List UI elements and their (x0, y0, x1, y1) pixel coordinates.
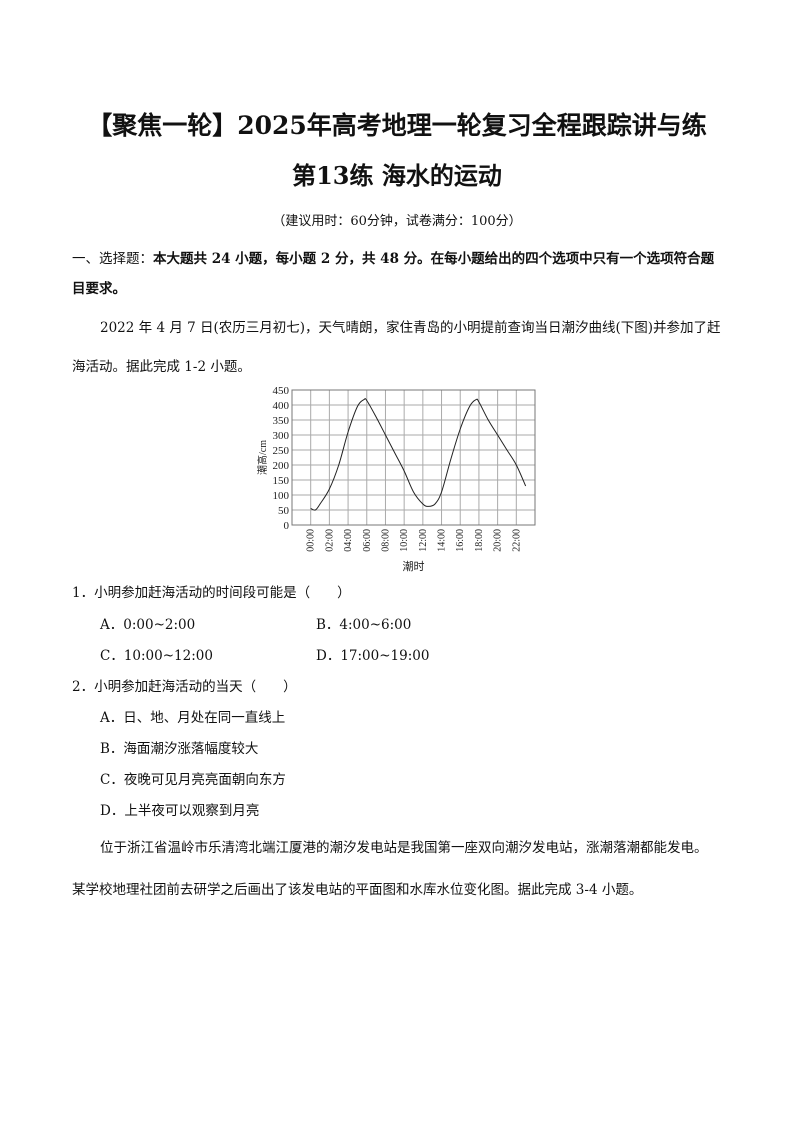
intro2-line2: 某学校地理社团前去研学之后画出了该发电站的平面图和水库水位变化图。据此完成 3-… (72, 882, 643, 898)
q1-option-d: D．17:00~19:00 (316, 648, 430, 664)
y-tick-label: 150 (273, 475, 290, 487)
y-tick-label: 400 (273, 400, 290, 412)
q1-option-b: B．4:00~6:00 (316, 617, 412, 633)
y-tick-label: 100 (273, 490, 290, 502)
y-tick-label: 0 (284, 520, 290, 532)
plot-frame (291, 389, 536, 526)
lesson-title: 第13练 海水的运动 (292, 161, 502, 190)
x-axis-label: 潮时 (403, 559, 425, 573)
x-tick-label: 08:00 (380, 529, 391, 552)
x-tick-label: 02:00 (324, 529, 335, 552)
x-tick-label: 12:00 (418, 529, 429, 552)
x-tick-label: 14:00 (437, 529, 448, 552)
x-tick-label: 22:00 (511, 529, 522, 552)
y-tick-label: 200 (273, 460, 290, 472)
section-heading-cont: 目要求。 (72, 281, 126, 297)
y-tick-label: 300 (273, 430, 290, 442)
tide-chart: 0 50 100 150 200 250 300 350 400 450 00:00 02:00 04:… (256, 385, 536, 573)
q2-option-a: A．日、地、月处在同一直线上 (100, 710, 286, 726)
q1-stem: 1．小明参加赶海活动的时间段可能是（ ） (72, 585, 351, 601)
y-tick-label: 250 (273, 445, 290, 457)
q1-option-c: C．10:00~12:00 (100, 648, 213, 664)
q1-option-a: A．0:00~2:00 (100, 617, 196, 633)
x-tick-label: 16:00 (455, 529, 466, 552)
y-axis-label: 潮高/cm (256, 440, 269, 475)
q2-option-d: D．上半夜可以观察到月亮 (100, 803, 260, 819)
y-tick-label: 50 (278, 505, 290, 517)
x-tick-label: 10:00 (399, 529, 410, 552)
y-tick-label: 350 (273, 415, 290, 427)
intro1-line2: 海活动。据此完成 1-2 小题。 (72, 359, 251, 375)
tide-curve (310, 398, 527, 511)
section-prefix: 一、选择题： (72, 251, 153, 267)
x-tick-label: 04:00 (343, 529, 354, 552)
time-note: （建议用时：60分钟，试卷满分：100分） (272, 214, 522, 229)
q2-stem: 2．小明参加赶海活动的当天（ ） (72, 679, 297, 695)
q2-option-b: B．海面潮汐涨落幅度较大 (100, 741, 259, 757)
q2-option-c: C．夜晚可见月亮亮面朝向东方 (100, 772, 286, 788)
document-title: 【聚焦一轮】2025年高考地理一轮复习全程跟踪讲与练 (87, 111, 707, 140)
intro1-line1: 2022 年 4 月 7 日(农历三月初七)，天气晴朗，家住青岛的小明提前查询当… (100, 320, 721, 336)
section-instructions: 本大题共 24 小题，每小题 2 分，共 48 分。在每小题给出的四个选项中只有… (153, 251, 715, 267)
x-tick-label: 18:00 (474, 529, 485, 552)
intro2-line1: 位于浙江省温岭市乐清湾北端江厦港的潮汐发电站是我国第一座双向潮汐发电站，涨潮落潮… (100, 840, 708, 856)
x-tick-label: 06:00 (362, 529, 373, 552)
section-heading: 一、选择题：本大题共 24 小题，每小题 2 分，共 48 分。在每小题给出的四… (72, 247, 714, 267)
y-tick-label: 450 (273, 385, 290, 397)
x-tick-label: 20:00 (493, 529, 504, 552)
x-tick-label: 00:00 (306, 529, 317, 552)
